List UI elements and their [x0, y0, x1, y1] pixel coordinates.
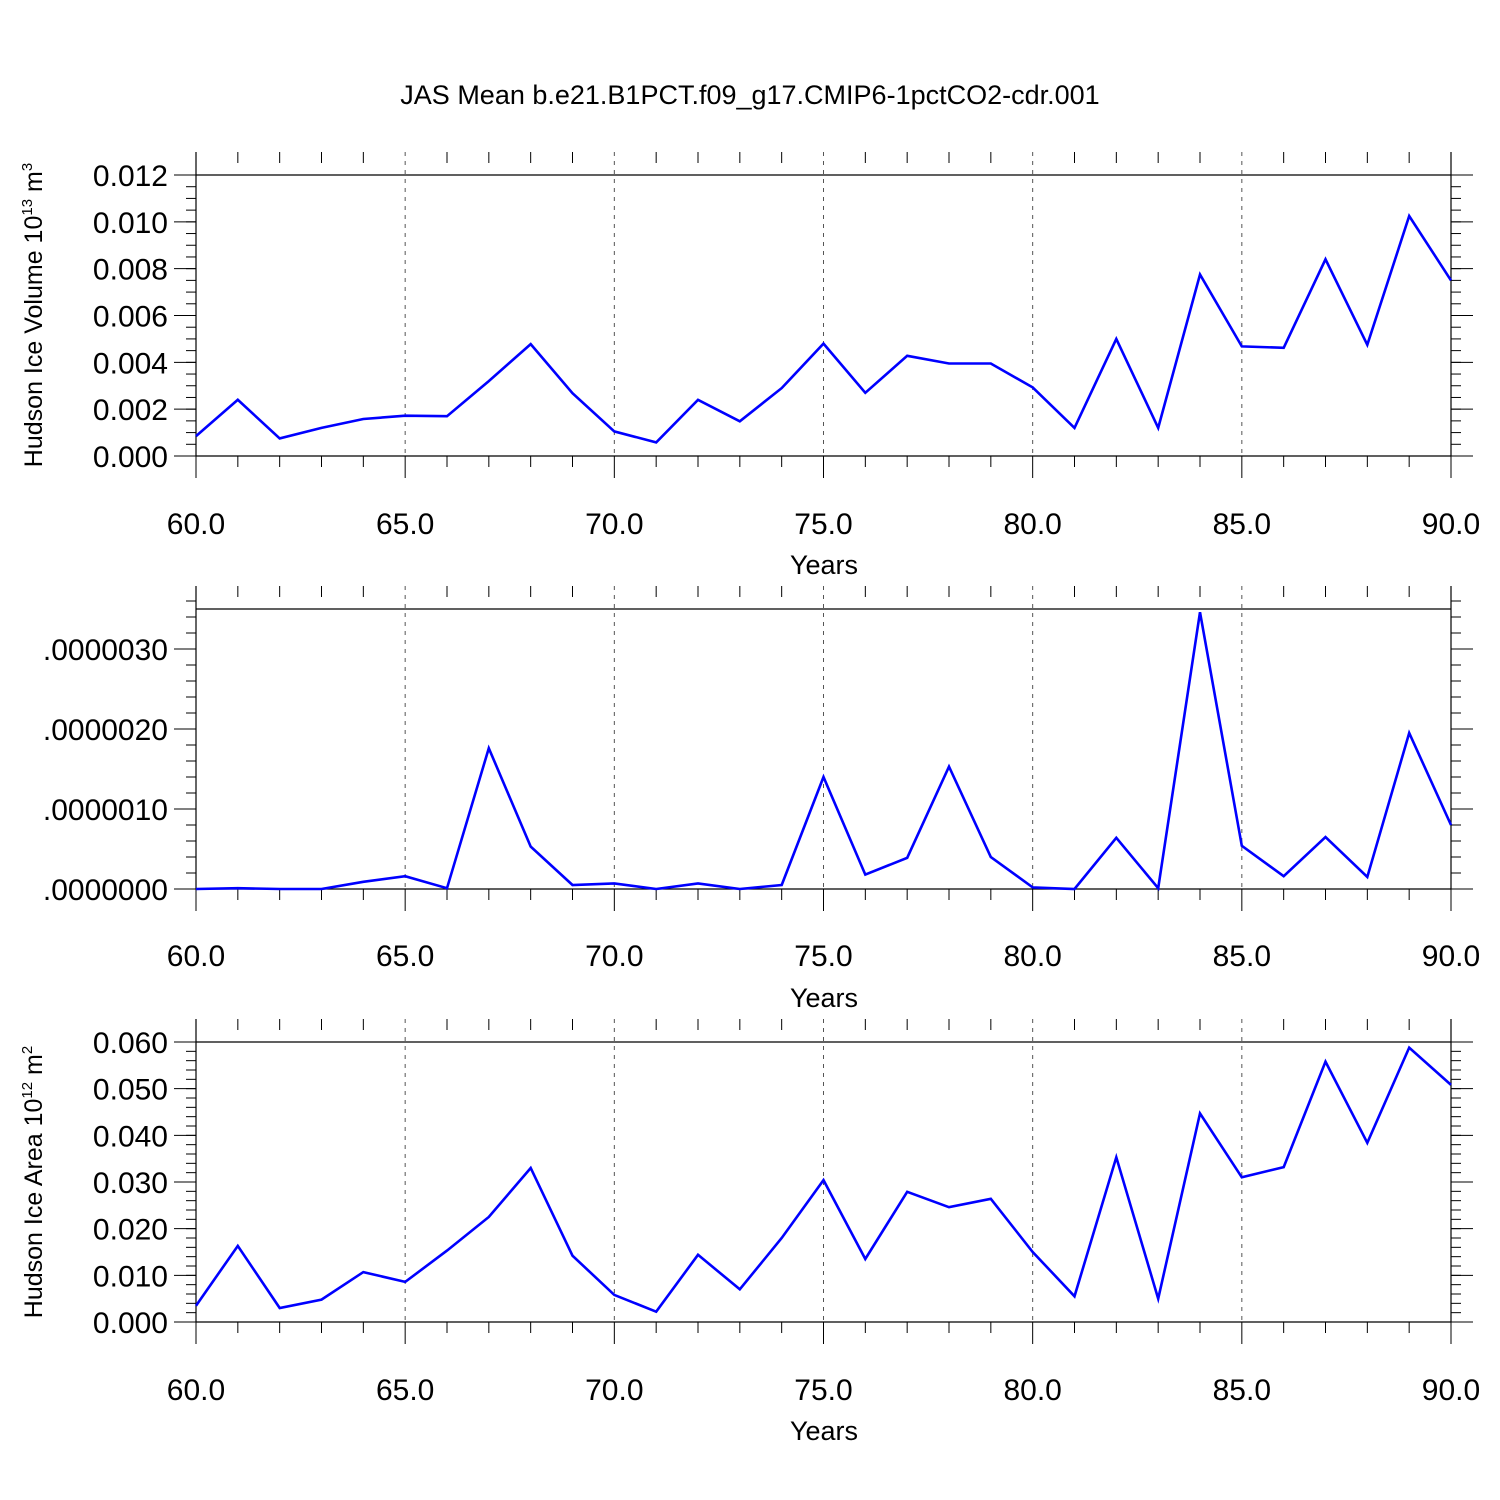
- x-tick-label: 75.0: [794, 1374, 852, 1407]
- x-tick-label: 80.0: [1003, 1374, 1061, 1407]
- y-tick-label: .0000010: [43, 794, 168, 827]
- y-tick-label: .0000030: [43, 634, 168, 667]
- ylabel-ice-area: Hudson Ice Area 1012 m2: [19, 1046, 48, 1318]
- x-tick-label: 70.0: [585, 940, 643, 973]
- x-tick-label: 65.0: [376, 940, 434, 973]
- xlabel-middle: Years: [790, 983, 858, 1013]
- xlabel-ice-area: Years: [790, 1416, 858, 1446]
- x-tick-label: 85.0: [1213, 1374, 1271, 1407]
- y-tick-label: 0.004: [93, 347, 168, 380]
- panel-ice-area: 60.0 65.0 70.0 75.0 80.0 85.0 90.0 0.000 0.010 0.…: [19, 1019, 1480, 1446]
- x-tick-label: 70.0: [585, 508, 643, 541]
- x-tick-label: 80.0: [1003, 508, 1061, 541]
- series-line: [194, 1045, 1452, 1314]
- x-tick-label: 85.0: [1213, 508, 1271, 541]
- figure-title: JAS Mean b.e21.B1PCT.f09_g17.CMIP6-1pctC…: [400, 80, 1099, 110]
- x-tick-label: 80.0: [1003, 940, 1061, 973]
- y-tick-label: 0.000: [93, 441, 168, 474]
- panel-ice-volume: 60.0 65.0 70.0 75.0 80.0 85.0 90.0 0.000 0.002 0.…: [19, 152, 1480, 580]
- y-tick-label: 0.006: [93, 301, 168, 334]
- x-tick-label: 90.0: [1422, 940, 1480, 973]
- series-line: [195, 213, 1453, 444]
- y-tick-label: 0.002: [93, 394, 168, 427]
- ylabel-ice-volume: Hudson Ice Volume 1013 m3: [19, 163, 48, 467]
- x-tick-label: 75.0: [794, 508, 852, 541]
- series-line: [195, 611, 1453, 892]
- y-tick-label: 0.010: [93, 207, 168, 240]
- y-tick-label: 0.040: [93, 1120, 168, 1153]
- panel-ice-volume-plot: 60.0 65.0 70.0 75.0 80.0 85.0 90.0 0.000 0.002 0.…: [93, 152, 1480, 541]
- panel-ice-area-plot: 60.0 65.0 70.0 75.0 80.0 85.0 90.0 0.000 0.010 0.…: [93, 1019, 1480, 1407]
- y-tick-label: 0.050: [93, 1074, 168, 1107]
- x-tick-label: 60.0: [167, 508, 225, 541]
- xlabel-ice-volume: Years: [790, 550, 858, 580]
- y-tick-label: 0.012: [93, 160, 168, 193]
- x-tick-label: 90.0: [1422, 508, 1480, 541]
- y-tick-label: .0000020: [43, 714, 168, 747]
- y-tick-label: 0.060: [93, 1027, 168, 1060]
- x-tick-label: 70.0: [585, 1374, 643, 1407]
- panel-middle-plot: 60.0 65.0 70.0 75.0 80.0 85.0 90.0 .0000000 .000…: [43, 586, 1480, 973]
- x-tick-label: 60.0: [167, 940, 225, 973]
- x-tick-label: 90.0: [1422, 1374, 1480, 1407]
- x-tick-label: 85.0: [1213, 940, 1271, 973]
- x-tick-label: 75.0: [794, 940, 852, 973]
- y-tick-label: 0.020: [93, 1214, 168, 1247]
- x-tick-label: 65.0: [376, 508, 434, 541]
- x-tick-label: 60.0: [167, 1374, 225, 1407]
- x-tick-label: 65.0: [376, 1374, 434, 1407]
- panel-middle: 60.0 65.0 70.0 75.0 80.0 85.0 90.0 .0000000 .000…: [43, 586, 1480, 1013]
- y-tick-label: .0000000: [43, 874, 168, 907]
- y-tick-label: 0.030: [93, 1167, 168, 1200]
- y-tick-label: 0.008: [93, 254, 168, 287]
- y-tick-label: 0.000: [93, 1307, 168, 1340]
- y-tick-label: 0.010: [93, 1260, 168, 1293]
